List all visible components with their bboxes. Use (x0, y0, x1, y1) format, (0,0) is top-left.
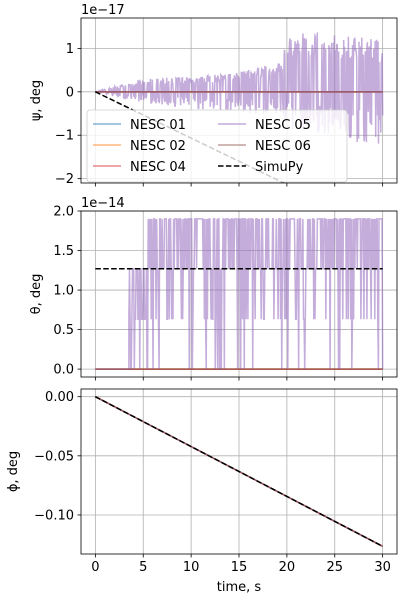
x-tick-label: 15 (231, 560, 248, 575)
plot-area (95, 218, 384, 370)
panel-2: 0.0 0.5 1.0 1.5 2.0 θ, deg 1e−14 (29, 196, 398, 381)
legend-label: NESC 01 (130, 118, 186, 133)
panel-3: 0 5 10 15 20 25 30 0.00 −0.05 −0.10 ϕ, deg time, s (6, 388, 398, 595)
x-tick-label: 20 (279, 560, 296, 575)
x-tick-label: 5 (139, 560, 147, 575)
x-tick-label: 30 (374, 560, 391, 575)
legend-label: NESC 06 (255, 139, 311, 154)
y-tick-label: 1.5 (53, 244, 74, 259)
series-nesc-05 (95, 32, 384, 144)
legend-label: NESC 02 (130, 139, 186, 154)
legend-label: SimuPy (255, 160, 304, 175)
plot-area (95, 396, 383, 547)
y-axis-label: θ, deg (29, 274, 44, 315)
legend-box (86, 109, 348, 183)
y-axis-label: ϕ, deg (6, 451, 21, 492)
y-tick-label: 1.0 (53, 284, 74, 299)
series-simupy (95, 396, 383, 547)
legend-label: NESC 04 (130, 160, 186, 175)
x-axis-label: time, s (217, 580, 262, 595)
y-tick-label: −0.10 (34, 508, 74, 523)
y-tick-label: 2.0 (53, 205, 74, 220)
y-tick-label: −2 (55, 172, 74, 187)
x-tick-label: 10 (183, 560, 200, 575)
x-tick-label: 25 (326, 560, 343, 575)
y-tick-label: 0.0 (53, 363, 74, 378)
y-tick-label: 0.00 (45, 390, 74, 405)
x-tick-label: 0 (91, 560, 99, 575)
y-tick-label: 0 (66, 85, 74, 100)
y-tick-label: 1 (66, 42, 74, 57)
legend-label: NESC 05 (255, 118, 311, 133)
y-offset-multiplier: 1e−17 (81, 3, 125, 18)
y-axis-label: ψ, deg (29, 80, 44, 121)
y-tick-label: −0.05 (34, 449, 74, 464)
y-tick-label: 0.5 (53, 323, 74, 338)
y-offset-multiplier: 1e−14 (81, 196, 125, 211)
y-tick-label: −1 (55, 129, 74, 144)
legend: NESC 01 NESC 02 NESC 04 NESC 05 NESC 06 SimuP… (86, 109, 348, 183)
series-nesc-05 (95, 218, 384, 370)
